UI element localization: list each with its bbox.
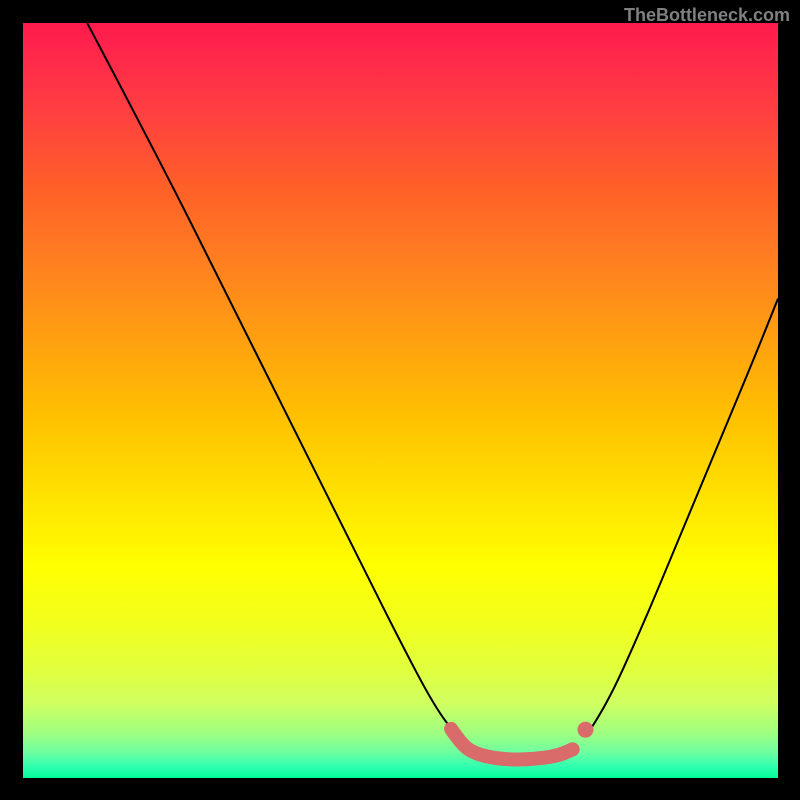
bottleneck-chart: TheBottleneck.com	[0, 0, 800, 800]
plot-background	[23, 23, 778, 778]
chart-svg	[0, 0, 800, 800]
pink-marker-dot	[577, 722, 593, 738]
watermark-text: TheBottleneck.com	[624, 5, 790, 26]
